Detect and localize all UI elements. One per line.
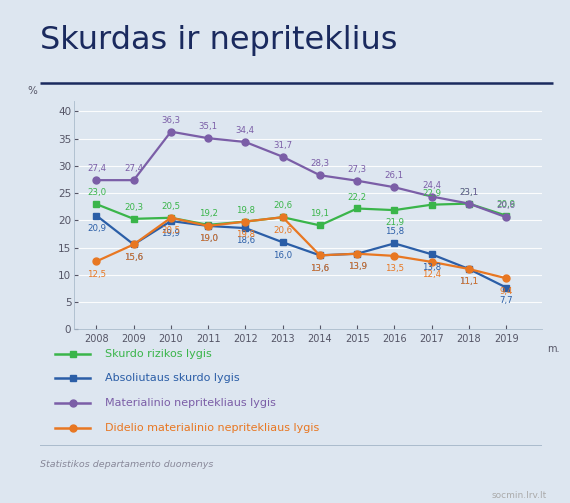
Text: 20,5: 20,5 xyxy=(161,226,181,235)
Text: 19,9: 19,9 xyxy=(161,229,180,238)
Text: 20,6: 20,6 xyxy=(273,201,292,210)
Text: 16,0: 16,0 xyxy=(273,250,292,260)
Text: 28,3: 28,3 xyxy=(310,159,329,169)
Text: m.: m. xyxy=(547,345,560,354)
Text: 20,9: 20,9 xyxy=(496,200,516,209)
Text: 20,6: 20,6 xyxy=(273,225,292,234)
Text: 7,7: 7,7 xyxy=(499,296,513,305)
Text: 13,6: 13,6 xyxy=(310,264,329,273)
Text: 19,0: 19,0 xyxy=(199,234,218,243)
Text: Didelio materialinio nepritekliaus lygis: Didelio materialinio nepritekliaus lygis xyxy=(105,423,319,433)
Text: %: % xyxy=(27,86,37,96)
Text: 27,4: 27,4 xyxy=(124,164,143,173)
Text: 19,8: 19,8 xyxy=(236,206,255,215)
Text: 13,9: 13,9 xyxy=(348,262,367,271)
Text: 13,9: 13,9 xyxy=(348,262,367,271)
Text: 19,2: 19,2 xyxy=(199,209,218,218)
Text: Skurdo rizikos lygis: Skurdo rizikos lygis xyxy=(105,349,212,359)
Text: 11,1: 11,1 xyxy=(459,277,478,286)
Text: socmin.lrv.lt: socmin.lrv.lt xyxy=(492,491,547,500)
Text: 12,5: 12,5 xyxy=(87,270,106,279)
Text: 13,6: 13,6 xyxy=(310,264,329,273)
Text: 19,1: 19,1 xyxy=(311,209,329,218)
Text: 18,6: 18,6 xyxy=(236,236,255,245)
Text: 23,1: 23,1 xyxy=(459,188,478,197)
Text: 15,6: 15,6 xyxy=(124,253,143,262)
Text: 21,9: 21,9 xyxy=(385,218,404,227)
Text: 20,5: 20,5 xyxy=(161,202,181,211)
Text: 11,1: 11,1 xyxy=(459,277,478,286)
Text: 27,3: 27,3 xyxy=(348,165,367,174)
Text: Materialinio nepritekliaus lygis: Materialinio nepritekliaus lygis xyxy=(105,398,276,408)
Text: 13,5: 13,5 xyxy=(385,264,404,273)
Text: 9,4: 9,4 xyxy=(499,287,513,296)
Text: 13,8: 13,8 xyxy=(422,263,441,272)
Text: 35,1: 35,1 xyxy=(198,122,218,131)
Text: 20,6: 20,6 xyxy=(496,201,516,210)
Text: Absoliutaus skurdo lygis: Absoliutaus skurdo lygis xyxy=(105,373,240,383)
Text: 22,9: 22,9 xyxy=(422,189,441,198)
Text: Statistikos departamento duomenys: Statistikos departamento duomenys xyxy=(40,460,213,469)
Text: Skurdas ir nepriteklius: Skurdas ir nepriteklius xyxy=(40,25,397,56)
Text: 19,0: 19,0 xyxy=(199,234,218,243)
Text: 34,4: 34,4 xyxy=(236,126,255,135)
Text: 12,4: 12,4 xyxy=(422,270,441,279)
Text: 15,6: 15,6 xyxy=(124,253,143,262)
Text: 24,4: 24,4 xyxy=(422,181,441,190)
Text: 23,0: 23,0 xyxy=(87,188,106,197)
Text: 26,1: 26,1 xyxy=(385,172,404,180)
Text: 20,3: 20,3 xyxy=(124,203,143,212)
Text: 19,8: 19,8 xyxy=(236,230,255,239)
Text: 31,7: 31,7 xyxy=(273,141,292,150)
Text: 27,4: 27,4 xyxy=(87,164,106,173)
Text: 23,1: 23,1 xyxy=(459,188,478,197)
Text: 22,2: 22,2 xyxy=(348,193,367,202)
Text: 20,9: 20,9 xyxy=(87,224,106,233)
Text: 36,3: 36,3 xyxy=(161,116,181,125)
Text: 15,8: 15,8 xyxy=(385,227,404,236)
